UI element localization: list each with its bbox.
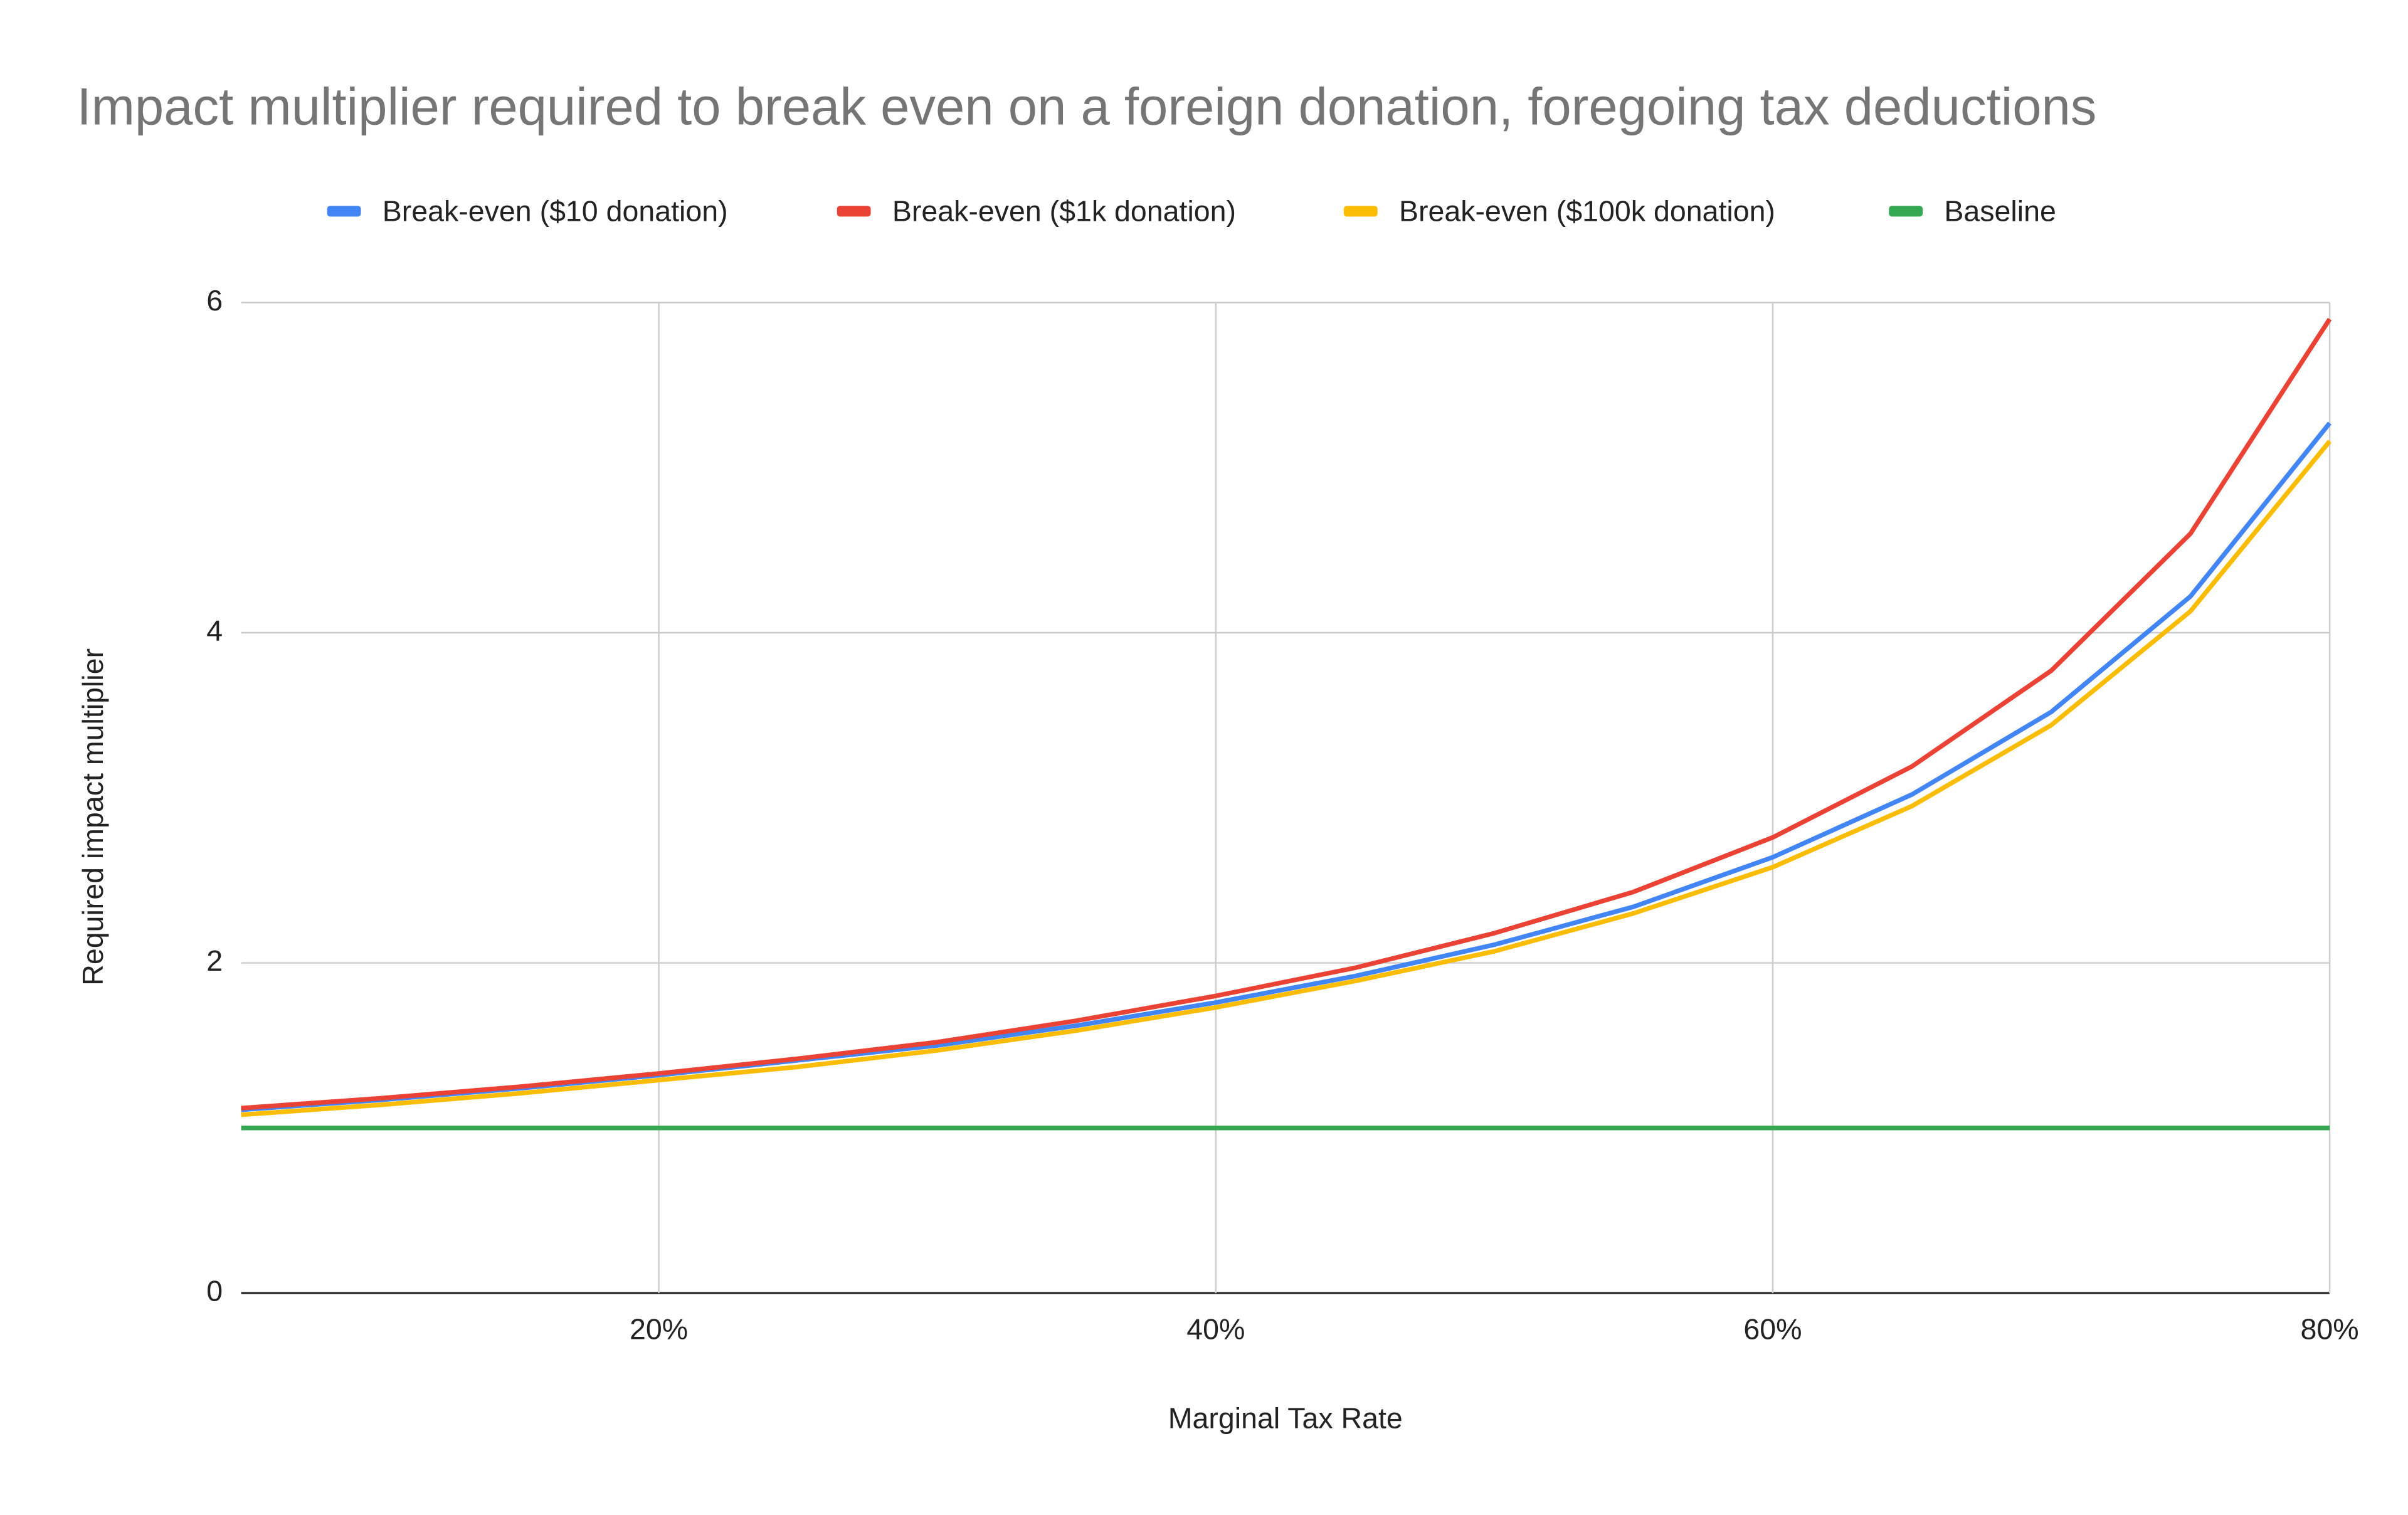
legend-label: Break-even ($1k donation) <box>892 195 1236 228</box>
legend-swatch <box>1343 206 1378 217</box>
x-tick-label: 20% <box>630 1313 688 1346</box>
series-line <box>241 317 2332 1111</box>
legend-label: Break-even ($100k donation) <box>1399 195 1775 228</box>
series-line <box>241 440 2331 1117</box>
chart-title: Impact multiplier required to break even… <box>77 77 2096 135</box>
legend-label: Break-even ($10 donation) <box>383 195 728 228</box>
y-axis-label: Required impact multiplier <box>77 648 109 986</box>
legend-swatch <box>837 206 871 217</box>
y-tick-label: 4 <box>206 614 223 647</box>
y-tick-label: 0 <box>206 1274 223 1307</box>
legend-label: Baseline <box>1944 195 2056 228</box>
x-tick-label: 60% <box>1743 1313 1802 1346</box>
x-tick-label: 40% <box>1186 1313 1245 1346</box>
x-axis-label: Marginal Tax Rate <box>1168 1402 1403 1435</box>
legend-swatch <box>1889 206 1923 217</box>
y-tick-label: 6 <box>206 284 223 317</box>
series-line <box>241 421 2331 1112</box>
y-tick-label: 2 <box>206 944 223 977</box>
legend-swatch <box>327 206 361 217</box>
x-tick-label: 80% <box>2301 1313 2359 1346</box>
